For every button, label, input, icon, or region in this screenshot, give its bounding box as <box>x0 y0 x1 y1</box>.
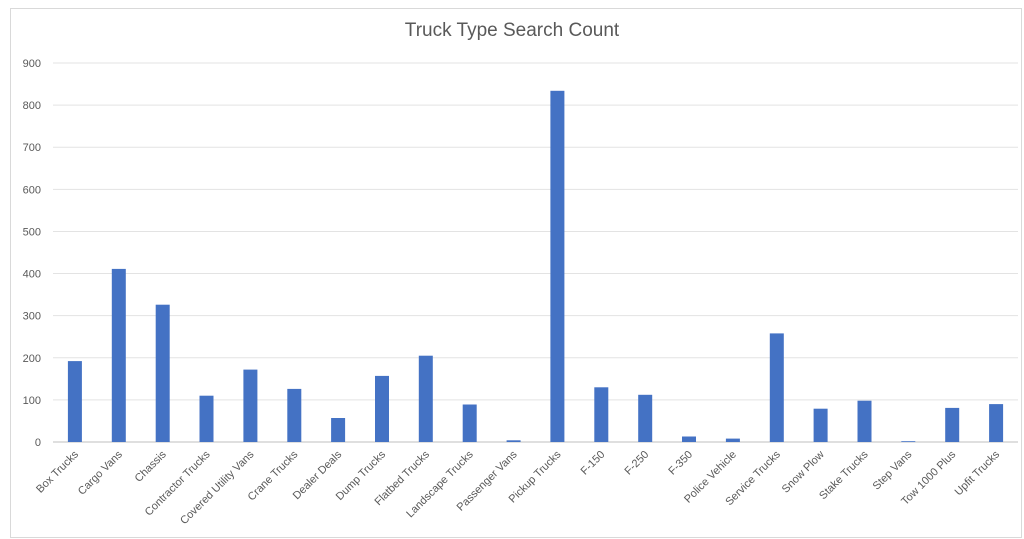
x-tick-label: Step Vans <box>871 448 915 492</box>
bar-upfit-trucks <box>989 404 1004 442</box>
bar-contractor-trucks <box>199 395 214 442</box>
y-tick-label: 500 <box>23 226 41 238</box>
bar-snow-plow <box>813 408 828 442</box>
bar-f-350 <box>682 436 696 442</box>
bar-dealer-deals <box>331 418 346 442</box>
chart-title: Truck Type Search Count <box>404 20 620 41</box>
x-tick-label: Upfit Trucks <box>953 448 1003 498</box>
bars <box>67 90 1004 443</box>
bar-chassis <box>155 304 170 442</box>
bar-f-150 <box>594 387 609 442</box>
bar-box-trucks <box>67 361 82 442</box>
bar-pickup-trucks <box>550 90 565 443</box>
y-tick-label: 400 <box>23 269 41 281</box>
x-tick-label: Cargo Vans <box>76 448 125 497</box>
bar-dump-trucks <box>375 375 389 442</box>
x-tick-label: Box Trucks <box>34 448 81 495</box>
x-tick-label: Snow Plow <box>780 449 827 496</box>
chart-frame <box>10 8 1022 538</box>
y-tick-label: 700 <box>23 142 41 154</box>
y-tick-label: 300 <box>23 311 41 323</box>
x-tick-label: F-250 <box>622 449 651 478</box>
y-axis-ticks: 0 100 200 300 400 500 600 700 800 900 <box>23 58 41 449</box>
y-tick-label: 900 <box>23 58 41 70</box>
x-tick-label: Covered Utility Vans <box>178 448 257 527</box>
bar-police-vehicle <box>725 438 740 442</box>
bar-landscape-trucks <box>462 404 477 442</box>
y-tick-label: 600 <box>23 184 41 196</box>
bar-step-vans <box>901 441 916 442</box>
y-tick-label: 800 <box>23 100 41 112</box>
bar-crane-trucks <box>287 388 302 442</box>
bar-f-250 <box>638 394 653 442</box>
bar-flatbed-trucks <box>418 355 433 442</box>
bar-stake-trucks <box>857 400 872 442</box>
y-tick-label: 100 <box>23 395 41 407</box>
x-tick-label: F-150 <box>579 449 608 478</box>
y-tick-label: 200 <box>23 353 41 365</box>
bar-service-trucks <box>769 333 784 442</box>
x-tick-label: F-350 <box>666 449 695 478</box>
y-tick-label: 0 <box>35 437 41 449</box>
bar-covered-utility-vans <box>243 369 258 442</box>
bar-cargo-vans <box>111 268 126 442</box>
bar-tow-1000-plus <box>945 407 960 442</box>
gridlines <box>53 62 1018 443</box>
x-tick-label: Chassis <box>133 448 170 485</box>
bar-passenger-vans <box>506 440 521 442</box>
